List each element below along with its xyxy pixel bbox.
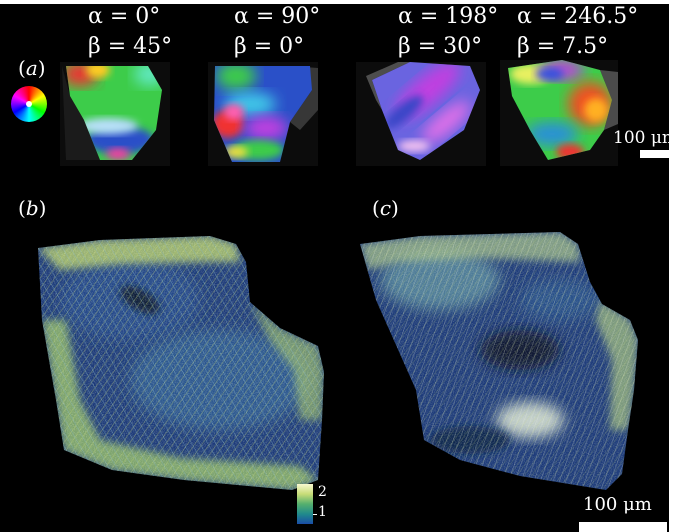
colorbar-tick-high: 2 [318, 484, 327, 500]
scale-bar-label-a: 100 μm [613, 128, 673, 148]
panel-c-label: (c) [372, 196, 399, 220]
view-2-angles: α = 90° β = 0° [234, 2, 320, 62]
right-margin [669, 0, 673, 532]
scale-bar-a [640, 150, 670, 158]
view-4-alpha: α = 246.5° [517, 4, 639, 29]
view-3-image [356, 62, 486, 166]
view-2-alpha: α = 90° [234, 4, 321, 29]
view-1-angles: α = 0° β = 45° [88, 2, 172, 62]
orientation-color-wheel [11, 86, 47, 122]
magnitude-colorbar [297, 484, 313, 524]
view-1-image [60, 62, 170, 166]
view-3-angles: α = 198° β = 30° [398, 2, 498, 62]
scale-bar-label-bottom: 100 μm [583, 494, 652, 515]
view-3-alpha: α = 198° [398, 4, 499, 29]
view-4-angles: α = 246.5° β = 7.5° [517, 2, 638, 62]
panel-c-vector-field [360, 232, 638, 490]
view-1-beta: β = 45° [88, 34, 173, 59]
scale-bar-bottom [579, 522, 667, 532]
colorbar-tick-low: 1 [318, 504, 327, 520]
colorbar-tick-mark [313, 514, 317, 515]
panel-b-vector-field [38, 236, 324, 490]
view-2-beta: β = 0° [234, 34, 305, 59]
view-4-beta: β = 7.5° [517, 34, 609, 59]
view-4-image [500, 60, 618, 166]
panel-b-label: (b) [18, 196, 47, 220]
top-margin [0, 0, 673, 4]
panel-a-label: (a) [18, 56, 46, 80]
view-2-image [208, 62, 318, 166]
view-3-beta: β = 30° [398, 34, 483, 59]
view-1-alpha: α = 0° [88, 4, 161, 29]
